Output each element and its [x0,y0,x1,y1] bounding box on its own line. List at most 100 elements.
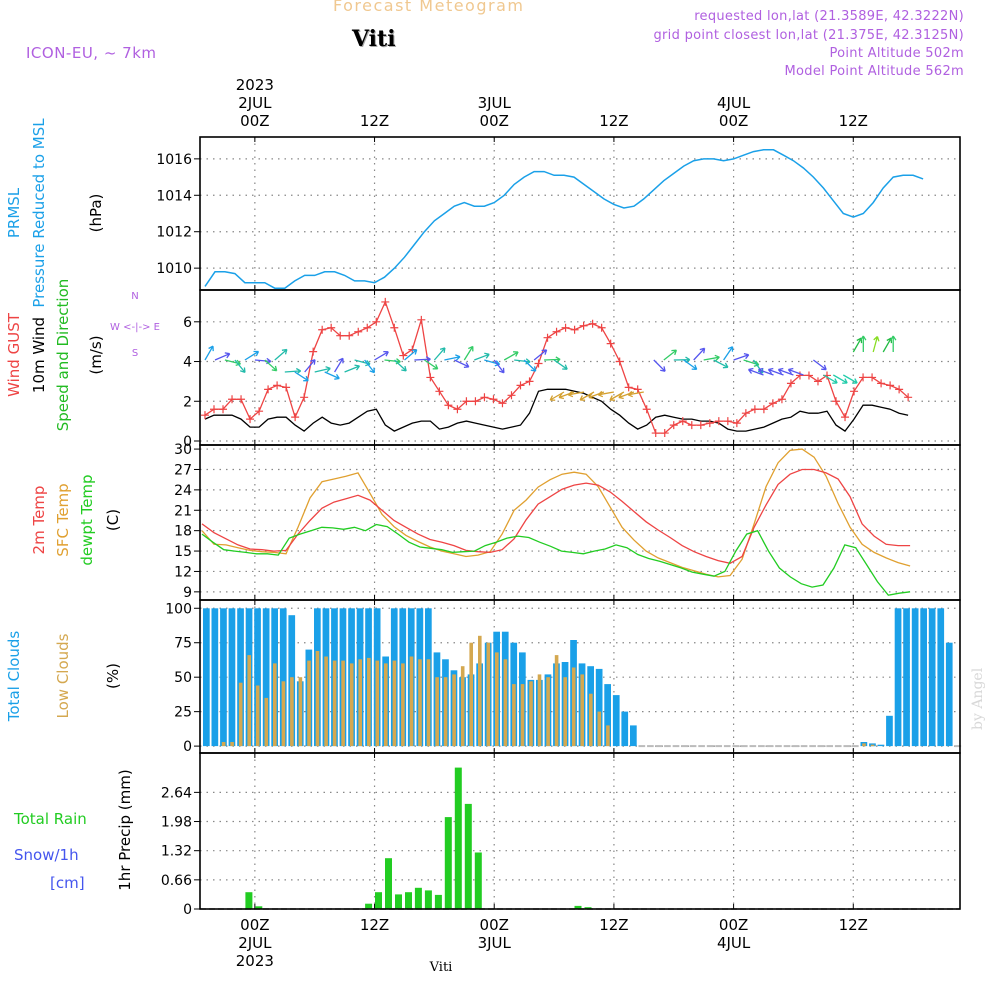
panel-y-title: 1hr Precip (mm) [116,769,134,890]
panel-y-title: SFC Temp [54,483,72,556]
y-tick-label: 2.64 [161,785,192,801]
rain-bar [444,817,452,909]
wind-direction-arrow [314,366,331,373]
gust-marker [624,383,633,392]
gust-marker [372,317,381,326]
wind-direction-arrow [344,364,361,373]
snow-label: Snow/1h [14,846,79,864]
low-clouds-bar [264,697,269,747]
x-tick-label-bottom: 12Z [599,916,628,934]
wind-direction-arrow [433,347,446,361]
gust-marker [588,319,597,328]
gust-marker [336,331,345,340]
rain-bar [395,894,402,909]
y-tick-label: 2 [183,394,192,410]
wind-direction-arrow [823,374,838,384]
rain-bar [255,906,263,909]
gust-marker [444,401,453,410]
panel-y-title: Low Clouds [54,633,72,718]
panel-frame [199,752,961,910]
gust-marker [651,429,660,438]
gust-marker [426,373,435,382]
x-tick-label-top: 2JUL [238,94,272,112]
gust-marker [895,385,904,394]
gust-marker [759,405,768,414]
low-clouds-bar [221,742,226,747]
gust-marker [200,411,209,420]
gust-marker [786,379,795,388]
wind-direction-arrow [234,359,246,374]
panel-y-title: (hPa) [87,194,105,233]
gust-marker [282,383,291,392]
gust-marker [453,405,462,414]
gust-marker [705,419,714,428]
wind-direction-arrow [553,359,568,370]
gust-marker [363,323,372,332]
y-tick-label: 0.66 [161,873,192,889]
total-clouds-bar [612,695,620,747]
panel-y-title: (%) [104,663,122,689]
wind-direction-arrow [683,359,698,371]
wind-direction-arrow [723,346,734,361]
low-clouds-bar [469,642,473,747]
total-clouds-bar [279,608,287,747]
y-tick-label: 1016 [156,152,192,168]
wind-direction-arrow [404,349,418,361]
total-clouds-bar [211,608,219,747]
low-clouds-bar [358,659,362,747]
wind-direction-arrow [663,349,678,361]
y-tick-label: 1014 [156,188,192,204]
panel-y-title: 10m Wind [30,317,48,393]
wind-direction-arrow [264,359,278,372]
low-clouds-bar [452,674,456,747]
x-tick-label-top: 00Z [240,112,269,130]
wind-direction-arrow [244,350,260,361]
gust-marker [777,395,786,404]
rain-bar [474,852,482,909]
wind-direction-arrow [777,367,794,376]
gust-marker [642,405,651,414]
total-clouds-bar [937,608,945,747]
rain-bar [375,892,382,909]
low-clouds-bar [281,681,286,747]
gust-marker [741,409,750,418]
total-clouds-bar [911,608,919,747]
rain-bar [574,905,582,909]
gust-marker [615,357,624,366]
wind-direction-arrow [214,352,231,361]
low-clouds-bar [290,677,294,747]
y-tick-label: 21 [174,503,192,519]
total-clouds-bar [945,642,953,747]
gust-marker [606,339,615,348]
low-clouds-bar [315,651,320,747]
low-clouds-bar [870,744,875,747]
low-clouds-bar [384,663,388,747]
x-tick-label-bottom: 2JUL [238,934,272,952]
x-tick-label-top: 00Z [480,112,509,130]
low-clouds-bar [349,663,354,747]
wind-direction-arrow [757,367,774,376]
y-tick-label: 1.32 [161,844,192,860]
wind-direction-arrow [832,374,848,384]
y-tick-label: 9 [183,585,192,601]
total-clouds-bar [203,608,210,747]
panel-y-title: Speed and Direction [54,279,72,432]
wind-direction-arrow [787,367,804,376]
x-tick-label-bottom: 12Z [839,916,868,934]
gust-marker [471,397,480,406]
gust-marker [273,381,282,390]
gust-marker [534,359,543,368]
compass-west-east: W <-|-> E [110,322,160,333]
model-point-altitude: Model Point Altitude 562m [784,64,964,79]
total-clouds-bar [262,608,270,747]
gust-marker [877,379,886,388]
panel-y-title: (C) [104,509,122,531]
total-clouds-bar [928,608,936,747]
wind-direction-arrow [842,374,858,384]
rain-bar [245,892,253,909]
low-clouds-bar [862,743,866,747]
low-clouds-bar [298,677,303,747]
low-clouds-bar [247,655,251,747]
wind-direction-arrow [703,354,720,362]
bottom-station-label: Viti [429,960,453,975]
